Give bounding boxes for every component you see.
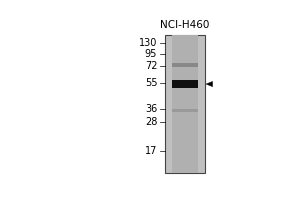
Text: 28: 28 <box>145 117 157 127</box>
Text: 95: 95 <box>145 49 157 59</box>
Bar <box>172 35 198 173</box>
Text: 130: 130 <box>139 38 157 48</box>
Text: 72: 72 <box>145 61 157 71</box>
Polygon shape <box>206 81 213 87</box>
Text: 36: 36 <box>145 104 157 114</box>
Text: 17: 17 <box>145 146 157 156</box>
Bar <box>165 35 205 173</box>
Bar <box>172 63 198 67</box>
Bar <box>172 109 198 112</box>
Text: NCI-H460: NCI-H460 <box>160 20 210 30</box>
Text: 55: 55 <box>145 78 157 88</box>
Bar <box>172 80 198 88</box>
